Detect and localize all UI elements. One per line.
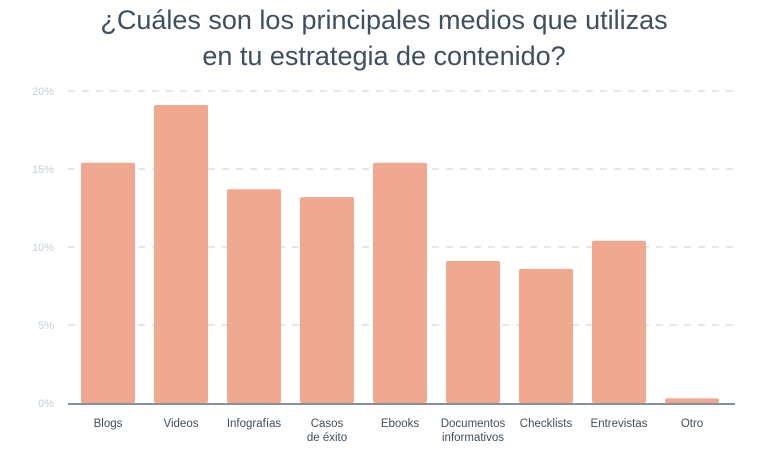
bar (665, 398, 719, 403)
title-line-2: en tu estrategia de contenido? (202, 41, 566, 71)
x-tick-label: Documentos (441, 418, 506, 430)
x-tick-label: Ebooks (381, 418, 420, 430)
y-tick-label: 15% (32, 164, 54, 176)
chart-title: ¿Cuáles son los principales medios que u… (0, 2, 768, 74)
bar (519, 268, 573, 403)
y-tick-label: 5% (38, 320, 54, 332)
title-line-1: ¿Cuáles son los principales medios que u… (100, 5, 668, 35)
bar (300, 197, 354, 403)
x-tick-label: Otro (681, 418, 703, 430)
x-tick-label: Casos (311, 418, 344, 430)
bar (227, 189, 281, 403)
bar (373, 162, 427, 403)
bar (154, 105, 208, 403)
x-tick-label: Checklists (520, 418, 573, 430)
x-tick-label: informativos (442, 432, 504, 444)
x-tick-label: Videos (164, 418, 199, 430)
y-tick-label: 0% (38, 398, 54, 410)
y-tick-label: 20% (32, 86, 54, 98)
y-tick-label: 10% (32, 242, 54, 254)
bar (81, 162, 135, 403)
x-tick-label: Blogs (94, 418, 123, 430)
bar (446, 261, 500, 403)
x-tick-label: Entrevistas (591, 418, 648, 430)
bar (592, 240, 646, 403)
x-tick-label: de éxito (307, 432, 347, 444)
x-tick-label: Infografías (227, 418, 282, 430)
